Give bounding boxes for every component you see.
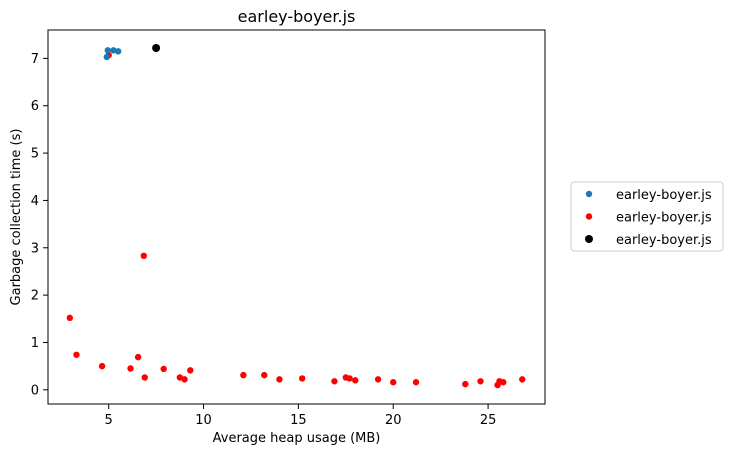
data-point [73, 351, 80, 358]
data-point [352, 377, 359, 384]
data-point [160, 365, 167, 373]
y-tick-label: 0 [31, 383, 39, 398]
data-point [152, 43, 161, 52]
legend-label: earley-boyer.js [616, 188, 712, 203]
data-point [103, 53, 111, 61]
data-point [519, 376, 526, 383]
data-point [141, 374, 148, 381]
legend-marker [585, 213, 593, 220]
data-point [412, 379, 420, 386]
data-point [134, 353, 142, 361]
data-point [98, 362, 106, 370]
data-point [390, 379, 397, 386]
data-point [127, 365, 134, 372]
legend-label: earley-boyer.js [616, 211, 712, 226]
data-point [261, 371, 268, 379]
data-point [104, 47, 111, 54]
y-tick-label: 5 [31, 147, 39, 162]
data-point [374, 376, 382, 383]
x-tick-label: 5 [105, 413, 113, 428]
data-point [331, 378, 338, 385]
legend: earley-boyer.js earley-boyer.js earley-boy… [570, 181, 724, 252]
x-tick-label: 15 [290, 413, 307, 428]
data-point [346, 375, 353, 382]
y-tick-label: 1 [31, 336, 39, 351]
x-axis: 5 10 15 20 25 [105, 404, 497, 428]
x-tick-label: 25 [480, 413, 497, 428]
x-axis-label: Average heap usage (MB) [213, 431, 381, 446]
y-axis-label: Garbage collection time (s) [9, 129, 24, 306]
y-tick-label: 7 [31, 52, 39, 67]
y-tick-label: 2 [31, 289, 39, 304]
legend-marker [585, 190, 593, 198]
data-point [462, 380, 469, 388]
data-point [114, 48, 122, 55]
data-point [66, 314, 74, 322]
data-point [240, 371, 247, 379]
legend-label: earley-boyer.js [616, 233, 712, 248]
x-tick-label: 10 [195, 413, 212, 428]
chart-title: earley-boyer.js [238, 7, 356, 26]
plot-frame [47, 29, 546, 405]
plot-area [47, 29, 546, 405]
legend-marker [585, 235, 593, 243]
data-point [140, 252, 147, 260]
data-point [298, 375, 306, 382]
y-tick-label: 6 [31, 99, 39, 114]
data-point [187, 367, 194, 374]
y-tick-label: 3 [31, 241, 39, 256]
points-layer [66, 43, 526, 389]
legend-box [570, 181, 724, 252]
data-point [181, 376, 188, 383]
x-tick-label: 20 [385, 413, 402, 428]
y-tick-label: 4 [31, 194, 39, 209]
data-point [276, 376, 283, 383]
data-point [110, 47, 117, 54]
data-point [477, 378, 484, 385]
data-point [500, 379, 507, 386]
y-axis: 0 1 2 3 4 5 6 7 [31, 52, 48, 398]
